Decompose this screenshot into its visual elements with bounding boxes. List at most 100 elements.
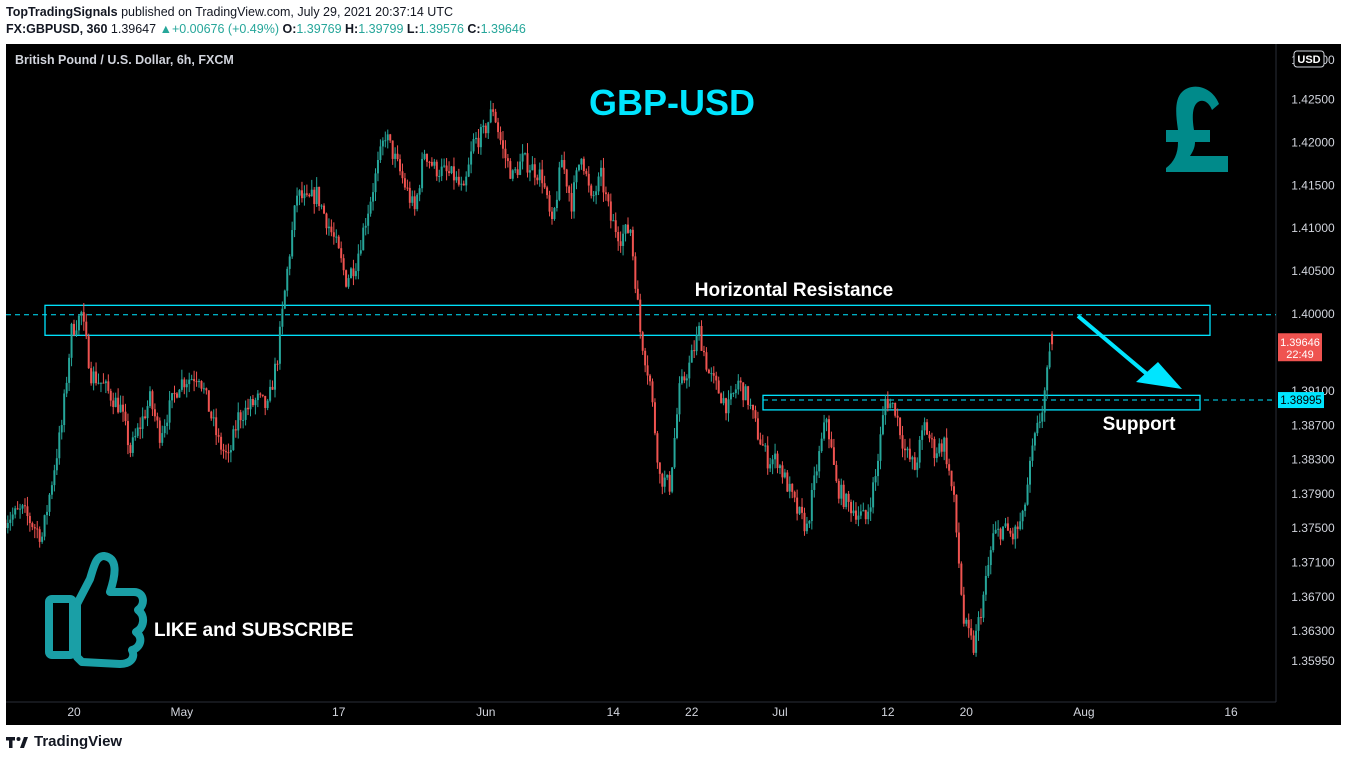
x-tick-label: 16 [1224,705,1238,719]
x-tick-label: 14 [607,705,621,719]
close-value: 1.39646 [480,22,526,36]
candle-body [399,159,402,172]
symbol-label: FX:GBPUSD, 360 [6,22,108,36]
resistance-zone [44,304,1211,336]
y-tick-label: 1.40500 [1291,264,1335,278]
candle-body [742,382,745,401]
candle-body [190,379,193,381]
arrow-shaft [1076,314,1156,382]
candle-body [9,519,12,523]
candle-body [82,312,85,322]
candle-body [104,381,107,384]
candle-body [869,507,872,512]
candle-body [845,493,848,507]
candle-body [739,380,742,383]
candle-body [99,382,102,384]
candle-body [494,111,497,123]
y-tick-label: 1.41000 [1291,221,1335,235]
candle-body [1004,523,1007,527]
candle-body [653,402,656,434]
arrow-head [1136,362,1182,389]
candle-body [774,453,777,460]
candle-body [970,628,973,636]
candle-body [185,384,188,388]
candle-body [286,268,289,291]
candle-body [997,528,1000,530]
candle-body [820,438,823,452]
candle-body [791,483,794,492]
candle-body [747,386,750,405]
candle-body [960,563,963,595]
candle-body [423,153,426,159]
candle-body [626,224,629,233]
candlestick-chart[interactable]: 1.430001.425001.420001.415001.410001.405… [6,44,1341,725]
candle-body [198,381,201,383]
candle-body [1019,521,1022,530]
candle-body [862,510,865,512]
candle-body [401,171,404,179]
candle-body [374,173,377,193]
candle-body [215,417,218,436]
candle-body [877,460,880,477]
candle-body [68,357,71,383]
y-tick-label: 1.38700 [1291,418,1335,432]
candle-body [592,195,595,197]
candle-body [999,528,1002,540]
candle-body [778,465,781,469]
candle-body [933,438,936,459]
candle-body [188,379,191,385]
candle-body [749,404,752,406]
candle-body [171,393,174,401]
candle-body [148,391,151,407]
candle-body [315,186,318,205]
candle-body [712,373,715,376]
candle-body [930,438,933,440]
candle-body [283,290,286,309]
candle-body [563,160,566,170]
candle-body [550,211,553,220]
candle-body [166,422,169,427]
y-tick-label: 1.42000 [1291,135,1335,149]
chart-subtitle: British Pound / U.S. Dollar, 6h, FXCM [15,53,234,67]
candle-body [673,438,676,468]
candle-body [524,153,527,155]
candle-body [492,109,495,112]
like-subscribe-text: LIKE and SUBSCRIBE [154,620,354,641]
candle-body [977,617,980,631]
high-label: H: [345,22,359,36]
candle-body [239,412,242,421]
chart-area[interactable]: 1.430001.425001.420001.415001.410001.405… [6,44,1341,725]
candle-body [796,497,799,514]
candle-body [891,402,894,404]
candle-body [202,388,205,390]
candle-body [200,381,203,389]
candle-body [320,205,323,207]
candle-body [514,169,517,171]
candle-body [651,381,654,403]
candle-body [720,393,723,404]
candle-body [764,445,767,447]
publish-line: TopTradingSignals published on TradingVi… [6,5,453,19]
candle-body [1028,460,1031,485]
candle-body [732,393,735,395]
candle-body [1046,367,1049,391]
candle-body [921,430,924,440]
x-tick-label: 22 [685,705,699,719]
candle-body [962,594,965,624]
candle-body [445,165,448,172]
candle-body [715,375,718,381]
author-name[interactable]: TopTradingSignals [6,5,118,19]
candle-body [1006,523,1009,531]
currency-badge [1293,50,1325,68]
candle-body [501,140,504,149]
footer-brand[interactable]: TradingView [6,733,122,750]
candle-body [26,506,29,517]
candle-body [411,196,414,203]
candle-body [161,433,164,443]
candle-body [102,382,105,384]
candle-body [90,368,93,384]
candle-body [21,505,24,509]
candle-body [548,195,551,212]
candle-body [65,382,68,394]
candle-body [783,472,786,478]
